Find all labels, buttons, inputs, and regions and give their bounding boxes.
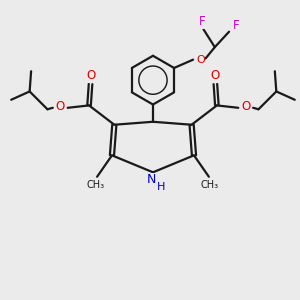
Text: O: O (55, 100, 64, 113)
Text: O: O (242, 100, 251, 113)
Text: CH₃: CH₃ (87, 180, 105, 190)
Text: H: H (157, 182, 165, 192)
Text: O: O (86, 69, 95, 82)
Text: F: F (233, 19, 240, 32)
Text: O: O (211, 69, 220, 82)
Text: F: F (199, 15, 205, 28)
Text: O: O (196, 55, 205, 64)
Text: N: N (147, 173, 156, 186)
Text: CH₃: CH₃ (201, 180, 219, 190)
